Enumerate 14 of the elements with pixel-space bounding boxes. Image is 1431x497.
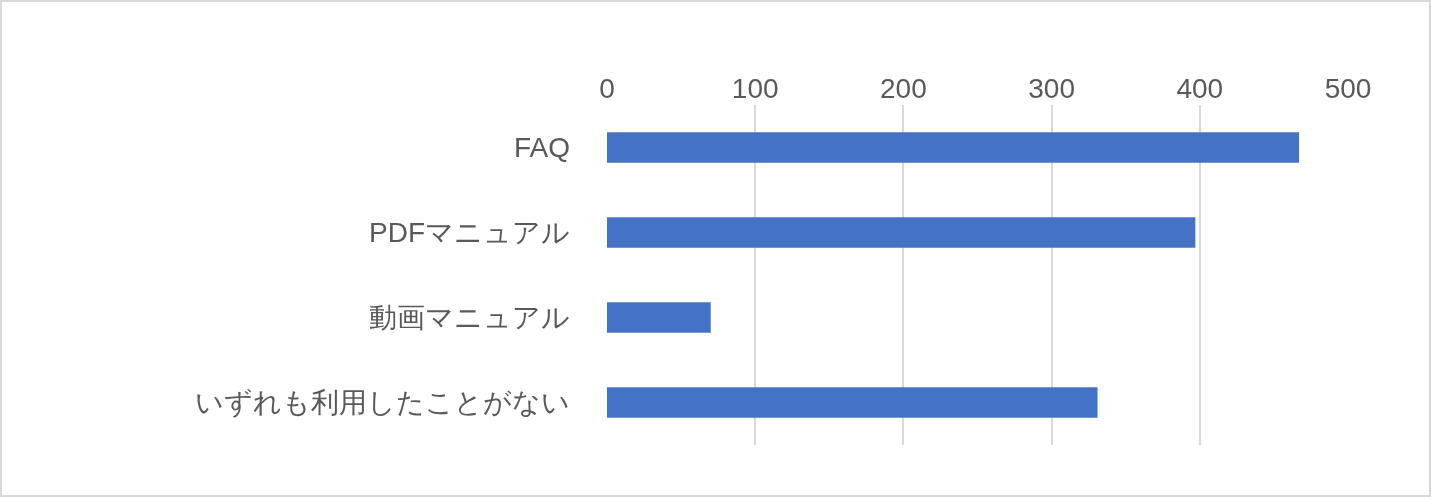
x-tick-label: 500 (1324, 73, 1372, 105)
bar (607, 387, 1098, 418)
x-tick-label: 0 (599, 73, 615, 105)
y-tick-label: PDFマニュアル (369, 217, 570, 249)
x-tick-label: 300 (1028, 73, 1075, 105)
y-tick-label: いずれも利用したことがない (195, 387, 570, 419)
x-tick-label: 400 (1176, 73, 1224, 105)
y-tick-label: FAQ (513, 132, 570, 164)
x-tick-label: 100 (731, 73, 779, 105)
x-tick-label: 200 (880, 73, 927, 105)
bar (607, 132, 1300, 163)
bar (607, 217, 1196, 248)
y-tick-label: 動画マニュアル (369, 302, 570, 334)
bar (607, 302, 711, 333)
